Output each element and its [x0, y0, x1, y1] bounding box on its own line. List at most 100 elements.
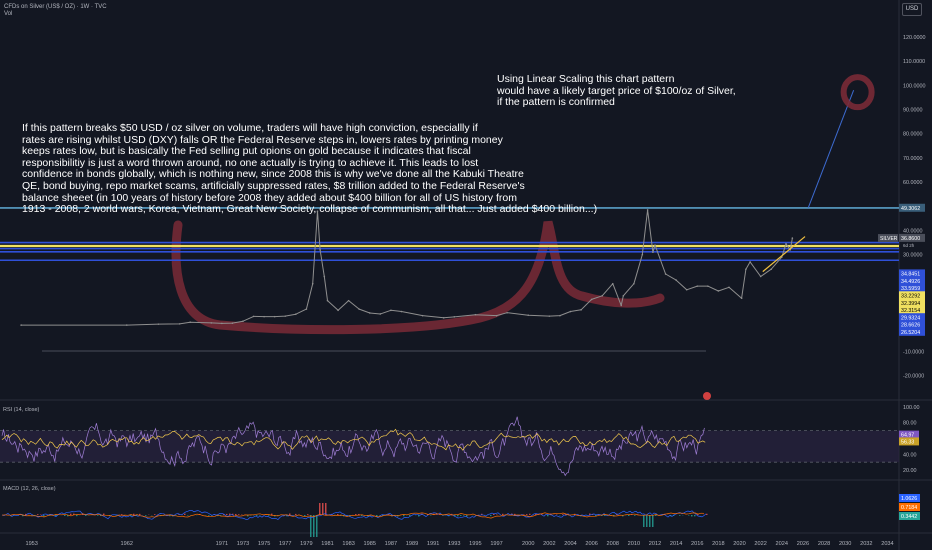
price-point: [707, 285, 709, 287]
macd-histogram-bar: [322, 503, 324, 515]
macd-value-label: 0.3442: [901, 514, 917, 520]
macd-histogram-bar: [73, 513, 75, 515]
signal-line: [1, 512, 705, 519]
rsi-ma-line: [1, 428, 706, 451]
macd-histogram-bar: [247, 515, 249, 517]
macd-histogram-bar: [706, 513, 708, 515]
macd-histogram-bar: [136, 515, 138, 516]
time-axis-tick: 2004: [564, 541, 576, 547]
thesis-annotation: If this pattern breaks $50 USD / oz silv…: [22, 122, 622, 216]
price-point: [157, 323, 160, 325]
currency-button[interactable]: USD: [902, 3, 922, 16]
time-axis-tick: 2024: [776, 541, 788, 547]
price-axis-tick: 70.0000: [903, 156, 923, 162]
price-point: [654, 244, 656, 246]
price-scale-tag: [899, 269, 925, 278]
macd-histogram-bar: [64, 515, 66, 516]
price-point: [421, 314, 424, 317]
macd-histogram-bar: [604, 515, 606, 516]
thesis-line: responsibilitiy is just a word thrown ar…: [22, 156, 479, 169]
price-point: [295, 313, 297, 315]
time-axis-tick: 1989: [406, 541, 418, 547]
macd-histogram-bar: [454, 515, 456, 517]
macd-histogram-bar: [55, 515, 57, 517]
price-point: [633, 282, 635, 285]
macd-histogram-bar: [76, 515, 78, 517]
macd-histogram-bar: [307, 514, 309, 515]
time-axis-tick: 2020: [733, 541, 745, 547]
macd-histogram-bar: [340, 515, 342, 516]
macd-histogram-bar: [133, 513, 135, 515]
macd-histogram-bar: [595, 515, 597, 517]
macd-histogram-bar: [226, 513, 228, 515]
macd-histogram-bar: [490, 515, 492, 517]
macd-histogram-bar: [25, 513, 27, 515]
macd-histogram-bar: [184, 513, 186, 515]
price-axis-tick: 110.0000: [903, 59, 925, 65]
price-scale-tag: [899, 233, 925, 242]
macd-histogram-bar: [100, 515, 102, 516]
rsi-value-label: 64.97: [901, 433, 914, 439]
macd-histogram-bar: [43, 515, 45, 517]
target-annotation-line: Using Linear Scaling this chart pattern: [497, 73, 675, 85]
price-point: [442, 317, 445, 319]
price-scale-tag: [899, 327, 925, 336]
macd-histogram-bar: [562, 514, 564, 515]
macd-histogram-bar: [679, 515, 681, 516]
macd-histogram-bar: [523, 514, 525, 515]
price-point: [323, 275, 326, 278]
thesis-line: 1913 - 2008, 2 world wars, Korea, Vietna…: [22, 203, 598, 216]
macd-histogram-bar: [436, 514, 438, 515]
symbol-tag: [878, 234, 898, 243]
macd-histogram-bar: [388, 514, 390, 515]
time-axis-tick: 1979: [300, 541, 312, 547]
time-axis-tick: 1983: [342, 541, 354, 547]
macd-histogram-bar: [304, 515, 306, 517]
price-point: [379, 313, 382, 315]
price-point: [390, 309, 392, 312]
macd-histogram-bar: [652, 515, 654, 527]
price-point: [495, 314, 498, 317]
macd-histogram-bar: [535, 513, 537, 515]
rsi-value-tag: [899, 437, 919, 446]
price-axis-tick: 100.0000: [903, 83, 925, 89]
thesis-line: If this pattern breaks $50 USD / oz silv…: [22, 122, 478, 134]
price-scale-tag-label: 34.8451: [901, 272, 920, 278]
rsi-title: RSI (14, close): [3, 407, 40, 413]
macd-histogram-bar: [34, 515, 36, 516]
price-scale-tag-label: 49.3062: [901, 206, 920, 212]
time-axis-tick: 1977: [279, 541, 291, 547]
price-point: [453, 316, 456, 318]
macd-histogram-bar: [460, 515, 462, 516]
macd-value-label: 1.0626: [901, 496, 917, 502]
price-point: [759, 275, 762, 278]
price-point: [749, 261, 751, 263]
macd-histogram-bar: [22, 515, 24, 517]
volume-label: Vol: [4, 11, 13, 17]
time-axis-tick: 2034: [881, 541, 893, 547]
macd-histogram-bar: [256, 515, 258, 516]
time-axis-tick: 1973: [237, 541, 249, 547]
macd-histogram-bar: [145, 515, 147, 516]
macd-histogram-bar: [589, 513, 591, 515]
price-point: [337, 309, 339, 312]
target-circle-marker: [840, 74, 875, 111]
macd-histogram-bar: [481, 513, 483, 515]
price-point: [611, 282, 614, 285]
symbol-tag-label: SILVER: [880, 236, 898, 242]
macd-histogram-bar: [409, 515, 411, 517]
macd-histogram-bar: [238, 514, 240, 515]
target-projection-line: [807, 89, 855, 209]
macd-histogram-bar: [271, 513, 273, 515]
time-axis-tick: 1995: [469, 541, 481, 547]
macd-histogram-bar: [355, 514, 357, 515]
price-scale-tag: [899, 305, 925, 314]
chart-header: CFDs on Silver (US$ / OZ) · 1W · TVC Vol: [4, 4, 107, 18]
price-point: [178, 323, 181, 325]
macd-histogram-bar: [187, 515, 189, 516]
macd-histogram-bar: [649, 515, 651, 527]
macd-histogram-bar: [697, 514, 699, 515]
macd-histogram-bar: [694, 515, 696, 517]
macd-histogram-bar: [457, 515, 459, 517]
